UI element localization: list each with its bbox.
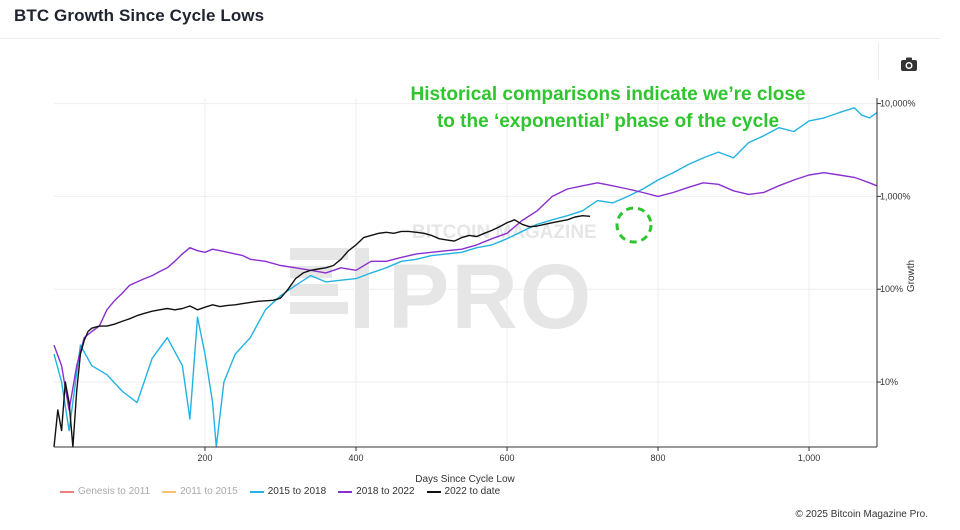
legend-swatch — [162, 490, 177, 493]
x-tick-label: 600 — [500, 453, 515, 463]
x-tick-label: 1,000 — [798, 453, 821, 463]
legend: Genesis to 2011 2011 to 2015 2015 to 2018 2… — [60, 486, 500, 497]
legend-swatch — [60, 490, 74, 493]
y-tick-label: 10,000% — [880, 99, 916, 109]
y-tick-label: 1,000% — [880, 191, 911, 201]
x-tick-label: 200 — [197, 453, 212, 463]
chart-grid — [54, 98, 877, 447]
legend-item[interactable]: 2011 to 2015 — [162, 486, 238, 497]
legend-item[interactable]: 2022 to date — [426, 486, 501, 497]
page-title: BTC Growth Since Cycle Lows — [14, 6, 265, 25]
annotation: Historical comparisons indicate we’re cl… — [411, 84, 806, 132]
watermark-top-text: BITCOIN MAGAZINE — [412, 222, 597, 243]
y-axis-ticks: 10% 100% 1,000% 10,000% — [877, 99, 916, 387]
camera-icon[interactable] — [900, 56, 918, 72]
annotation-line-1: Historical comparisons indicate we’re cl… — [411, 84, 806, 105]
legend-swatch — [338, 490, 353, 493]
watermark-logo-icon — [290, 248, 369, 328]
x-axis-label: Days Since Cycle Low — [415, 474, 515, 485]
legend-label: 2015 to 2018 — [267, 486, 327, 497]
x-tick-label: 400 — [349, 453, 364, 463]
legend-label: 2022 to date — [444, 486, 501, 497]
y-tick-label: 10% — [880, 377, 898, 387]
legend-label: Genesis to 2011 — [78, 486, 151, 497]
legend-item[interactable]: 2015 to 2018 — [249, 486, 327, 497]
legend-swatch — [426, 490, 441, 493]
axis-frame — [54, 98, 878, 448]
header-divider — [0, 38, 940, 39]
legend-label: 2018 to 2022 — [356, 486, 415, 497]
legend-item[interactable]: 2018 to 2022 — [338, 486, 415, 497]
series-lines — [53, 107, 878, 448]
toolbar-divider — [878, 42, 879, 80]
x-axis-ticks: 200 400 600 800 1,000 — [197, 447, 820, 463]
x-tick-label: 800 — [651, 453, 666, 463]
legend-swatch — [249, 490, 264, 493]
legend-label: 2011 to 2015 — [180, 486, 238, 497]
y-tick-label: 100% — [880, 284, 903, 294]
y-axis-label: Growth — [906, 260, 917, 292]
copyright-text: © 2025 Bitcoin Magazine Pro. — [795, 509, 928, 520]
watermark: BITCOIN MAGAZINE PRO — [290, 222, 597, 348]
watermark-pro-text: PRO — [388, 246, 593, 348]
series-line-2022-to-date — [53, 215, 591, 448]
highlight-circle — [615, 206, 653, 244]
legend-item[interactable]: Genesis to 2011 — [60, 486, 150, 497]
annotation-line-2: to the ‘exponential’ phase of the cycle — [437, 111, 779, 132]
series-line-2018-to-2022 — [53, 172, 878, 411]
series-line-2015-to-2018 — [53, 107, 878, 448]
